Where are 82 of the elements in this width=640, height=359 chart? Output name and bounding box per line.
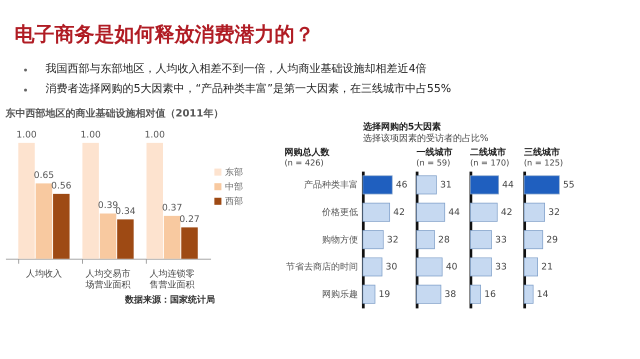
chart-title: 网购总人数 — [284, 146, 330, 158]
bar — [524, 284, 534, 304]
bar — [524, 230, 544, 250]
data-label: 33 — [495, 235, 507, 246]
x-tick-label: 人均收入 — [26, 268, 62, 280]
chart-subtitle: (n = 426) — [284, 158, 324, 168]
data-label: 1.00 — [80, 130, 101, 140]
chart-subtitle: (n = 170) — [470, 158, 510, 168]
bar — [524, 202, 546, 222]
text: 消费者选择网购的5大因素中，“产品种类丰富”是第一大因素，在三线城市中占55% — [46, 82, 452, 95]
bar — [82, 142, 99, 259]
bar — [164, 216, 180, 259]
bar — [470, 230, 492, 250]
bar — [181, 227, 198, 259]
y-tick-label: 购物方便 — [322, 234, 358, 246]
y-tick-label: 价格更低 — [320, 206, 358, 218]
chart-title: 一线城市 — [416, 146, 452, 158]
text: 电子商务是如何释放消费潜力的？ — [14, 22, 315, 46]
bar — [470, 284, 482, 304]
data-label: 30 — [386, 262, 398, 273]
bar — [524, 257, 538, 276]
bar — [362, 202, 390, 222]
bar — [362, 257, 382, 276]
y-tick-label: 节省去商店的时间 — [286, 262, 358, 273]
bar — [416, 257, 443, 276]
bar — [100, 214, 116, 259]
y-tick-label: 产品种类丰富 — [304, 180, 358, 191]
data-label: 32 — [386, 235, 399, 246]
bar — [524, 175, 560, 194]
bar — [53, 194, 70, 259]
chart-subtitle: (n = 125) — [524, 158, 564, 168]
data-label: 14 — [536, 290, 549, 300]
chart-subtitle: (n = 59) — [416, 158, 450, 168]
data-label: 38 — [444, 290, 456, 300]
data-label: 19 — [378, 290, 390, 300]
data-label: 42 — [500, 208, 512, 218]
bar — [416, 202, 446, 222]
legend-label: 中部 — [225, 181, 244, 192]
chart-title: 三线城市 — [524, 146, 560, 158]
legend-label: 西部 — [225, 196, 244, 208]
text: 我国西部与东部地区，人均收入相差不到一倍，人均商业基础设施却相差近4倍 — [46, 62, 427, 75]
x-tick-label: 人均交易市场营业面积 — [84, 268, 131, 290]
text: 选择该项因素的受访者的占比% — [362, 133, 489, 144]
data-label: 40 — [446, 262, 458, 273]
bar — [36, 183, 52, 259]
data-label: 0.34 — [115, 206, 136, 217]
data-label: 0.27 — [179, 214, 200, 225]
data-label: 1.00 — [144, 130, 166, 140]
data-label: 1.00 — [16, 130, 37, 140]
bar — [416, 175, 437, 194]
data-label: 32 — [548, 208, 560, 218]
x-tick-label: 人均连锁零售营业面积 — [150, 268, 195, 290]
data-label: 31 — [440, 180, 452, 191]
legend-label: 东部 — [225, 166, 244, 178]
bar — [18, 142, 35, 259]
data-label: 44 — [502, 180, 514, 191]
bar — [416, 284, 442, 304]
data-label: 46 — [396, 180, 408, 191]
chart-title: 二线城市 — [470, 146, 506, 158]
data-label: 29 — [546, 235, 558, 246]
bar — [470, 257, 492, 276]
bar — [470, 202, 498, 222]
bar — [362, 230, 384, 250]
chart-title: 东中西部地区的商业基础设施相对值（2011年） — [4, 108, 224, 120]
bar — [416, 230, 435, 250]
data-label: 0.65 — [34, 170, 54, 181]
text: 选择网购的5大因素 — [362, 121, 442, 132]
data-label: 55 — [562, 180, 575, 191]
data-label: 28 — [438, 235, 450, 246]
data-label: 21 — [541, 262, 553, 273]
data-label: 44 — [448, 208, 460, 218]
bar — [362, 175, 393, 194]
data-label: 16 — [484, 290, 496, 300]
y-tick-label: 网购乐趣 — [322, 289, 358, 300]
data-label: 0.37 — [162, 203, 182, 214]
bar — [362, 284, 376, 304]
data-label: 33 — [495, 262, 507, 273]
source-note: 数据来源：国家统计局 — [124, 294, 216, 306]
bar — [117, 219, 134, 259]
bar — [146, 142, 164, 259]
data-label: 42 — [393, 208, 405, 218]
bar — [470, 175, 499, 194]
